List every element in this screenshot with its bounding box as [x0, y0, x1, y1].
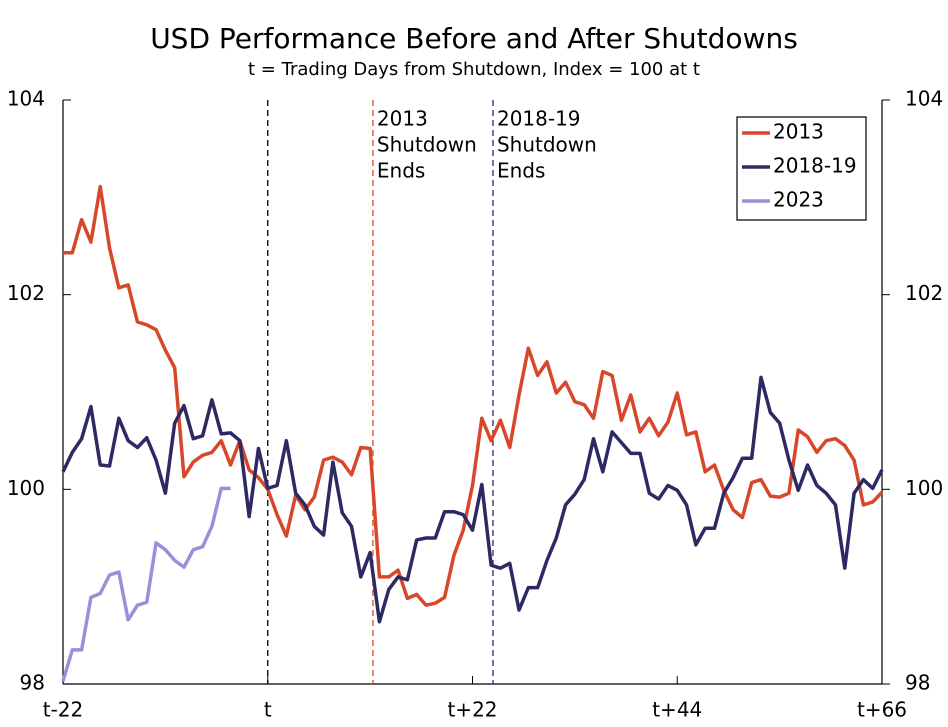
y2-tick-label: 104 [905, 87, 943, 111]
y2-tick-label: 100 [905, 476, 943, 500]
annotation: 2018-19 [497, 107, 581, 131]
series-line [61, 375, 884, 624]
legend-label: 2018-19 [773, 154, 857, 178]
legend-label: 2013 [773, 120, 824, 144]
y2-tick-label: 98 [905, 671, 930, 695]
annotation: Ends [377, 159, 425, 183]
x-tick-label: t+66 [857, 698, 907, 722]
annotation: 2013 [377, 107, 428, 131]
series-line [61, 486, 231, 682]
y-tick-label: 102 [7, 281, 45, 305]
x-tick-label: t-22 [43, 698, 84, 722]
y2-tick-label: 102 [905, 281, 943, 305]
x-tick-label: t+44 [652, 698, 702, 722]
legend-label: 2023 [773, 188, 824, 212]
annotation: Ends [497, 159, 545, 183]
chart-title: USD Performance Before and After Shutdow… [150, 22, 798, 55]
y-tick-label: 98 [20, 671, 45, 695]
y-tick-label: 100 [7, 476, 45, 500]
x-tick-label: t [264, 698, 272, 722]
x-tick-label: t+22 [447, 698, 497, 722]
annotation: Shutdown [377, 133, 477, 157]
series-line [63, 184, 884, 607]
chart-subtitle: t = Trading Days from Shutdown, Index = … [248, 59, 700, 80]
y-tick-label: 104 [7, 87, 45, 111]
annotation: Shutdown [497, 133, 597, 157]
